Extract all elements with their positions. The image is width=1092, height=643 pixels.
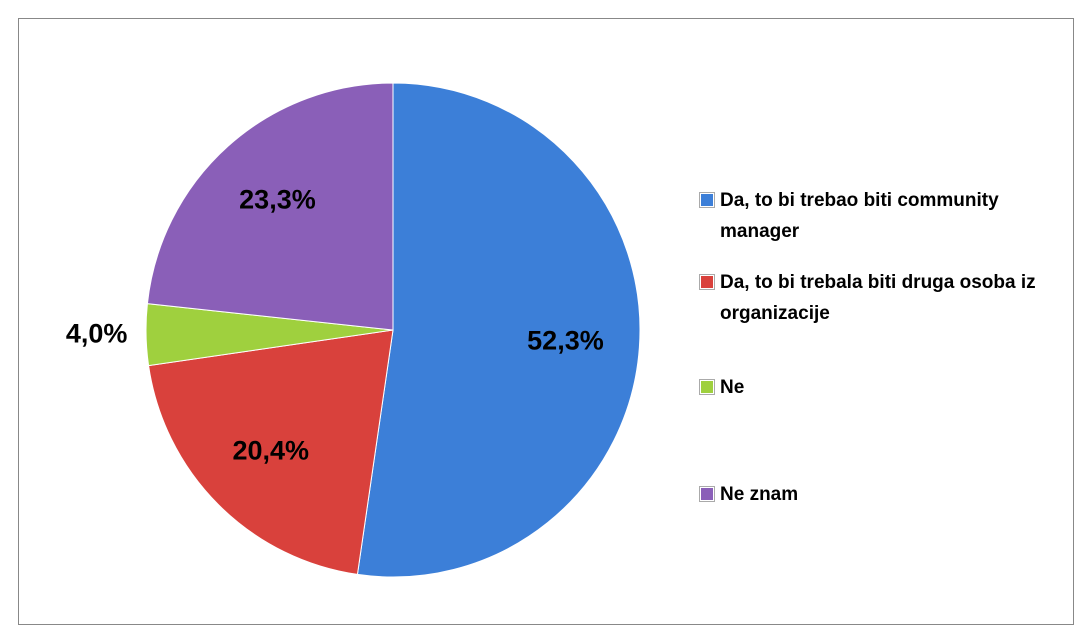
legend-swatch [699, 379, 715, 395]
data-label: 20,4% [232, 435, 309, 465]
legend-label: Ne [720, 377, 745, 398]
pie-slice [146, 82, 394, 331]
legend-entry: Ne [699, 372, 1080, 403]
legend-label: Da, to bi trebao biti community manager [720, 190, 999, 242]
legend-entry: Da, to bi trebala biti druga osoba iz or… [699, 267, 1080, 329]
pie-slice [356, 82, 641, 578]
legend-swatch [699, 192, 715, 208]
data-label: 4,0% [66, 319, 128, 349]
legend-swatch [699, 274, 715, 290]
pie-slice [148, 329, 394, 575]
legend-label: Ne znam [720, 484, 799, 505]
legend-entry: Da, to bi trebao biti community manager [699, 185, 1080, 247]
legend-label: Da, to bi trebala biti druga osoba iz or… [720, 272, 1036, 324]
data-label: 52,3% [527, 326, 604, 356]
legend-swatch [699, 486, 715, 502]
data-label: 23,3% [239, 185, 316, 215]
legend-entry: Ne znam [699, 479, 1080, 510]
